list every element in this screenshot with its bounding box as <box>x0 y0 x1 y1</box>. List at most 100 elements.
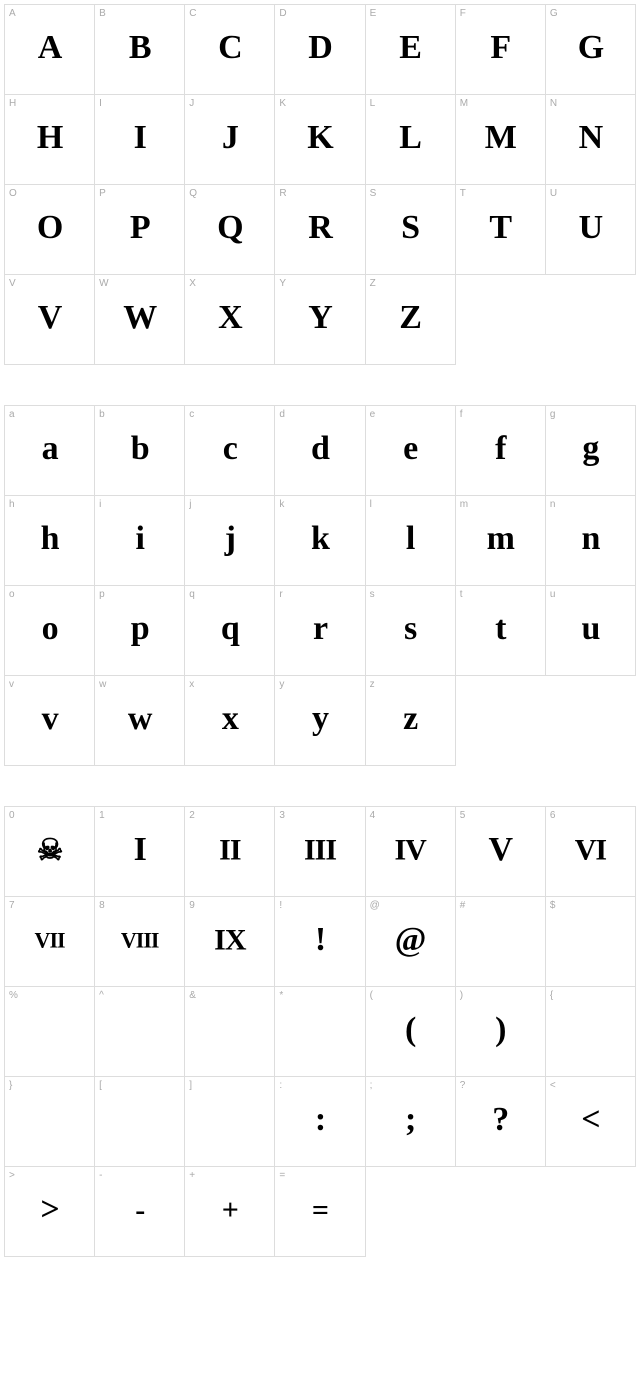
cell-label: p <box>99 589 105 600</box>
cell-glyph: b <box>131 430 149 468</box>
cell-label: Y <box>279 278 286 289</box>
cell-label: & <box>189 990 196 1001</box>
cell-glyph: ☠ <box>37 832 63 867</box>
cell-label: Z <box>370 278 376 289</box>
cell-label: T <box>460 188 466 199</box>
cell-glyph: ) <box>495 1011 505 1049</box>
cell-label: y <box>279 679 284 690</box>
glyph-cell: HH <box>5 95 95 185</box>
cell-label: z <box>370 679 375 690</box>
glyph-cell: ss <box>366 586 456 676</box>
cell-glyph: Y <box>308 299 332 337</box>
glyph-cell: 4 IV <box>366 807 456 897</box>
cell-label: 0 <box>9 810 15 821</box>
cell-glyph: H <box>37 119 62 157</box>
cell-glyph: S <box>401 209 419 247</box>
cell-label: + <box>189 1170 195 1181</box>
cell-glyph: y <box>312 700 328 738</box>
glyph-cell: & <box>185 987 275 1077</box>
cell-glyph: s <box>404 610 416 648</box>
cell-label: s <box>370 589 375 600</box>
glyph-cell: qq <box>185 586 275 676</box>
cell-label: M <box>460 98 468 109</box>
cell-glyph: III <box>304 833 336 867</box>
glyph-cell: % <box>5 987 95 1077</box>
glyph-cell: nn <box>546 496 636 586</box>
cell-label: @ <box>370 900 380 911</box>
glyph-cell: { <box>546 987 636 1077</box>
empty-cell <box>456 676 546 766</box>
glyph-cell: 7VII <box>5 897 95 987</box>
cell-glyph: N <box>579 119 603 157</box>
glyph-cell: 5V <box>456 807 546 897</box>
cell-label: w <box>99 679 106 690</box>
cell-glyph: e <box>403 430 417 468</box>
glyph-cell: mm <box>456 496 546 586</box>
cell-glyph: c <box>223 430 237 468</box>
cell-label: ] <box>189 1080 192 1091</box>
glyph-cell: ww <box>95 676 185 766</box>
cell-glyph: I <box>134 831 146 869</box>
glyph-cell: (( <box>366 987 456 1077</box>
cell-label: = <box>279 1170 285 1181</box>
glyph-cell: cc <box>185 406 275 496</box>
cell-label: R <box>279 188 286 199</box>
cell-label: C <box>189 8 196 19</box>
cell-label: 1 <box>99 810 105 821</box>
cell-glyph: i <box>135 520 143 558</box>
glyph-cell: )) <box>456 987 546 1077</box>
glyph-cell: kk <box>275 496 365 586</box>
cell-label: Q <box>189 188 197 199</box>
cell-label: # <box>460 900 466 911</box>
cell-label: q <box>189 589 195 600</box>
glyph-cell: PP <box>95 185 185 275</box>
cell-glyph: u <box>581 610 599 648</box>
glyph-cell: dd <box>275 406 365 496</box>
cell-label: X <box>189 278 196 289</box>
cell-glyph: IV <box>394 833 425 867</box>
glyph-cell: 6VI <box>546 807 636 897</box>
cell-label: d <box>279 409 285 420</box>
glyph-cell: 8VIII <box>95 897 185 987</box>
glyph-cell: aa <box>5 406 95 496</box>
glyph-cell: !! <box>275 897 365 987</box>
glyph-cell: << <box>546 1077 636 1167</box>
cell-glyph: VII <box>35 927 65 953</box>
cell-glyph: G <box>578 29 603 67</box>
glyph-cell: QQ <box>185 185 275 275</box>
glyph-cell: == <box>275 1167 365 1257</box>
cell-label: a <box>9 409 15 420</box>
cell-glyph: k <box>311 520 329 558</box>
cell-label: V <box>9 278 16 289</box>
cell-label: } <box>9 1080 12 1091</box>
glyph-cell: oo <box>5 586 95 676</box>
cell-glyph: V <box>488 831 512 869</box>
cell-label: f <box>460 409 463 420</box>
glyph-cell: } <box>5 1077 95 1167</box>
cell-label: N <box>550 98 557 109</box>
cell-glyph: F <box>490 29 510 67</box>
cell-glyph: Z <box>399 299 421 337</box>
cell-glyph: r <box>313 610 327 648</box>
cell-glyph: + <box>222 1193 238 1227</box>
cell-glyph: T <box>489 209 511 247</box>
glyph-cell: # <box>456 897 546 987</box>
glyph-cell: JJ <box>185 95 275 185</box>
glyph-cell: * <box>275 987 365 1077</box>
glyph-cell: bb <box>95 406 185 496</box>
cell-label: h <box>9 499 15 510</box>
cell-label: 4 <box>370 810 376 821</box>
cell-label: H <box>9 98 16 109</box>
cell-glyph: D <box>308 29 332 67</box>
cell-label: j <box>189 499 191 510</box>
cell-glyph: q <box>221 610 239 648</box>
glyph-cell: xx <box>185 676 275 766</box>
cell-label: : <box>279 1080 282 1091</box>
glyph-cell: OO <box>5 185 95 275</box>
cell-glyph: m <box>487 520 514 558</box>
glyph-cell: 9IX <box>185 897 275 987</box>
cell-glyph: t <box>495 610 505 648</box>
glyph-cell: ee <box>366 406 456 496</box>
cell-label: e <box>370 409 376 420</box>
glyph-cell: @@ <box>366 897 456 987</box>
